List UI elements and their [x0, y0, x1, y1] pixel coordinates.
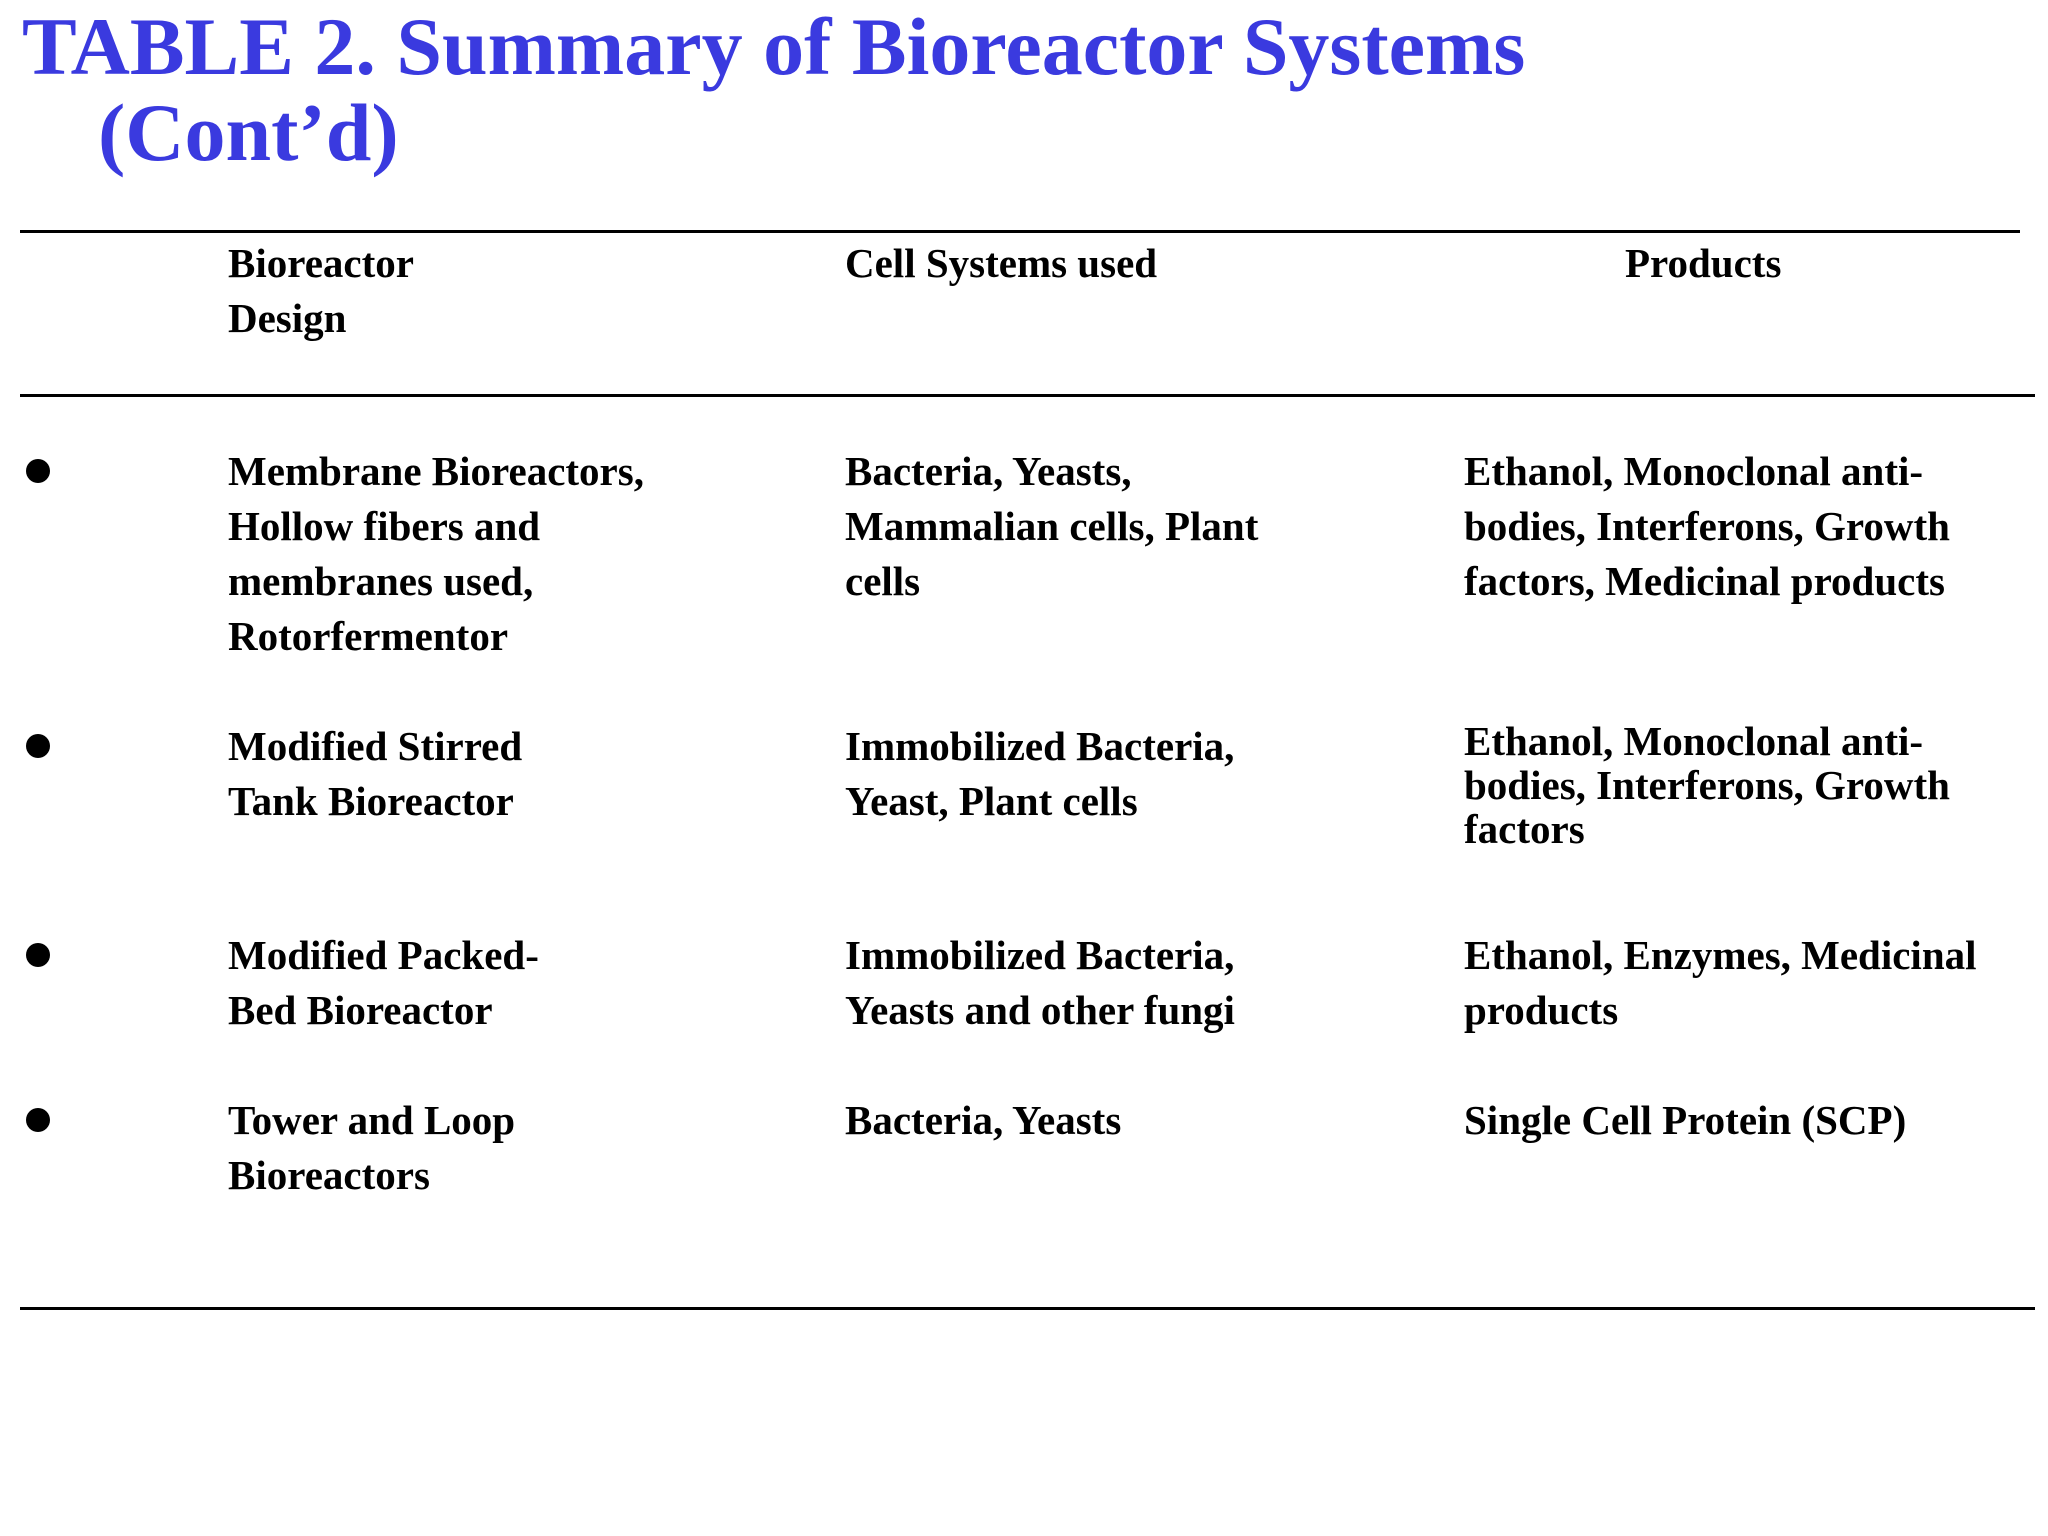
table-top-rule [20, 230, 2020, 233]
row-4-products: Single Cell Protein (SCP) [1464, 1097, 1907, 1143]
row-3-design: Modified Packed- Bed Bioreactor [228, 932, 539, 1033]
row-1-products: Ethanol, Monoclonal anti- bodies, Interf… [1464, 448, 1950, 604]
header-bottom-rule [20, 394, 2035, 397]
row-2-cell-systems: Immobilized Bacteria, Yeast, Plant cells [845, 723, 1235, 824]
header-cell-systems: Cell Systems used [845, 240, 1158, 286]
row-3-bullet [26, 943, 50, 967]
header-products: Products [1625, 240, 1782, 286]
row-4-bullet [26, 1108, 50, 1132]
title-line-1: TABLE 2. Summary of Bioreactor Systems [22, 1, 1526, 92]
row-3-products: Ethanol, Enzymes, Medicinal products [1464, 932, 1977, 1033]
table-bottom-rule [20, 1307, 2035, 1310]
row-1-design: Membrane Bioreactors, Hollow fibers and … [228, 448, 644, 659]
row-4-cell-systems: Bacteria, Yeasts [845, 1097, 1122, 1143]
slide-title: TABLE 2. Summary of Bioreactor Systems (… [22, 4, 1525, 176]
row-2-bullet [26, 734, 50, 758]
row-2-design: Modified Stirred Tank Bioreactor [228, 723, 523, 824]
row-2-products: Ethanol, Monoclonal anti- bodies, Interf… [1464, 718, 1950, 852]
header-bioreactor-design: Bioreactor Design [228, 240, 414, 341]
row-1-bullet [26, 459, 50, 483]
row-4-design: Tower and Loop Bioreactors [228, 1097, 516, 1198]
title-line-2: (Cont’d) [98, 87, 399, 178]
row-3-cell-systems: Immobilized Bacteria, Yeasts and other f… [845, 932, 1235, 1033]
row-1-cell-systems: Bacteria, Yeasts, Mammalian cells, Plant… [845, 448, 1259, 604]
